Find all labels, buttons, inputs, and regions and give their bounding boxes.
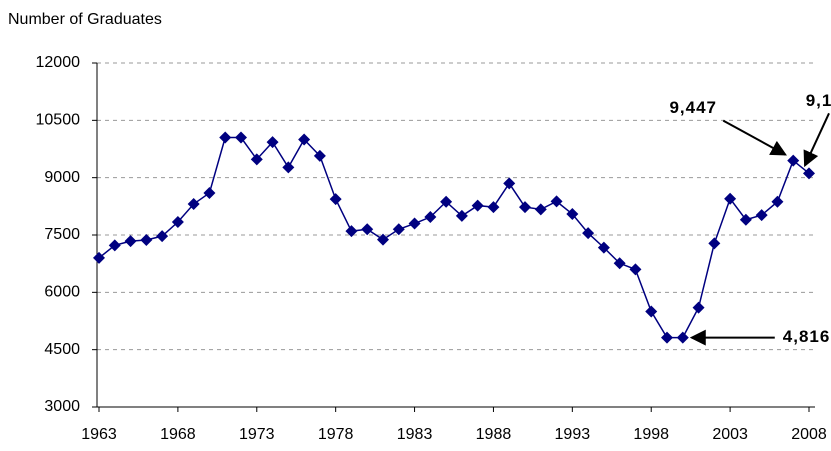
x-tick-label: 1998	[633, 426, 669, 443]
point	[424, 211, 437, 224]
point	[455, 209, 468, 222]
point	[282, 161, 295, 174]
point	[787, 154, 800, 167]
point	[550, 195, 563, 208]
point	[755, 209, 768, 222]
point	[235, 131, 247, 144]
point	[93, 251, 105, 264]
point	[534, 203, 547, 216]
point	[440, 195, 453, 208]
point	[298, 133, 311, 146]
annotation-arrow	[803, 112, 830, 168]
x-tick-label: 1963	[81, 426, 117, 443]
point	[708, 237, 721, 250]
y-tick-label: 9000	[44, 169, 80, 186]
point	[108, 239, 121, 252]
point	[219, 131, 232, 144]
point	[140, 233, 153, 246]
point	[345, 225, 358, 238]
point	[503, 177, 516, 190]
point	[582, 227, 595, 240]
point	[266, 136, 279, 149]
y-tick-label: 7500	[44, 226, 80, 243]
point	[645, 305, 658, 318]
y-tick-label: 10500	[36, 112, 81, 129]
y-tick-label: 4500	[44, 341, 80, 358]
point	[661, 331, 673, 344]
point	[392, 223, 405, 236]
data-label: 4,816	[783, 327, 831, 346]
chart-title: Number of Graduates	[8, 11, 162, 28]
point	[771, 195, 784, 208]
point	[692, 301, 705, 314]
x-tick-label: 1973	[239, 426, 275, 443]
x-tick-label: 1988	[476, 426, 512, 443]
point	[377, 233, 389, 246]
point	[566, 207, 579, 220]
point	[629, 263, 642, 276]
point	[803, 167, 815, 180]
data-label: 9,447	[669, 98, 717, 117]
point	[171, 216, 184, 229]
series-line	[98, 136, 810, 339]
point	[724, 192, 737, 205]
x-tick-label: 2008	[791, 426, 827, 443]
y-tick-label: 12000	[36, 54, 81, 71]
point	[124, 235, 137, 248]
annotation-arrow	[722, 119, 787, 156]
point	[613, 257, 626, 270]
x-tick-label: 1983	[397, 426, 433, 443]
point	[676, 331, 689, 344]
point	[329, 193, 342, 206]
x-tick-label: 1978	[318, 426, 354, 443]
point	[597, 241, 610, 254]
point	[361, 223, 374, 236]
point	[313, 149, 326, 162]
point	[487, 201, 500, 214]
point	[471, 199, 484, 212]
y-tick-label: 3000	[44, 398, 80, 415]
point	[156, 230, 169, 243]
point	[739, 213, 752, 226]
y-tick-label: 6000	[44, 284, 80, 301]
x-tick-label: 2003	[712, 426, 748, 443]
x-tick-label: 1968	[160, 426, 196, 443]
point	[203, 186, 216, 199]
point	[250, 153, 263, 166]
point	[187, 198, 200, 211]
point	[519, 201, 531, 214]
data-label: 9,113	[806, 91, 831, 110]
point	[408, 217, 421, 230]
x-tick-label: 1993	[555, 426, 591, 443]
